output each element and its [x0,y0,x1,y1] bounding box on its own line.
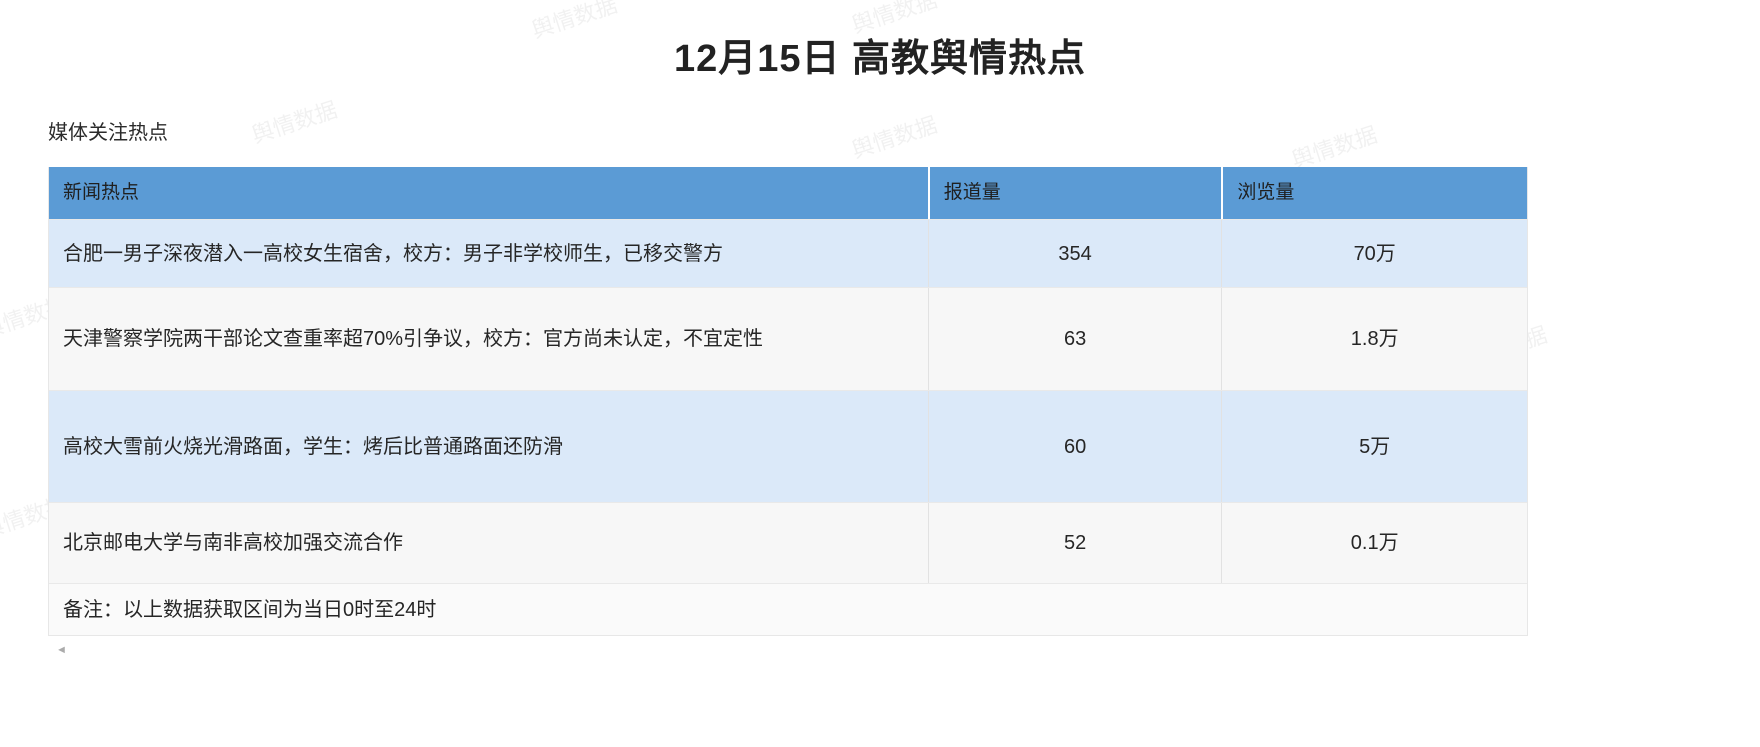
views-count-cell: 70万 [1221,220,1527,287]
page-title: 12月15日 高教舆情热点 [673,38,1087,80]
table-row: 天津警察学院两干部论文查重率超70%引争议，校方：官方尚未认定，不宜定性 63 … [49,287,1527,390]
report-page: 12月15日 高教舆情热点 媒体关注热点 新闻热点 报道量 浏览量 合肥一男子深… [48,38,1760,657]
news-title-cell: 高校大雪前火烧光滑路面，学生：烤后比普通路面还防滑 [63,435,563,458]
reports-count-cell: 354 [927,220,1222,287]
table-body: 合肥一男子深夜潜入一高校女生宿舍，校方：男子非学校师生，已移交警方 354 70… [49,219,1527,583]
reports-count-cell: 60 [927,391,1222,502]
column-header-news: 新闻热点 [63,182,140,203]
table-header-row: 新闻热点 报道量 浏览量 [49,167,1527,219]
table-row: 北京邮电大学与南非高校加强交流合作 52 0.1万 [49,502,1527,583]
section-title: 媒体关注热点 [48,122,168,144]
news-title-cell: 合肥一男子深夜潜入一高校女生宿舍，校方：男子非学校师生，已移交警方 [63,242,723,265]
reports-count-cell: 63 [927,288,1222,390]
views-count-cell: 5万 [1221,391,1527,502]
scrollbar-left-arrow-icon[interactable]: ◄ [56,643,67,656]
table-row: 高校大雪前火烧光滑路面，学生：烤后比普通路面还防滑 60 5万 [49,390,1527,502]
horizontal-scrollbar[interactable]: ◄ [56,643,1760,657]
footnote-text: 备注：以上数据获取区间为当日0时至24时 [63,598,437,621]
column-header-views: 浏览量 [1221,167,1527,219]
views-count-cell: 1.8万 [1221,288,1527,390]
column-header-reports: 报道量 [927,167,1222,219]
news-title-cell: 天津警察学院两干部论文查重率超70%引争议，校方：官方尚未认定，不宜定性 [63,328,764,350]
views-count-cell: 0.1万 [1221,503,1527,583]
news-table: 新闻热点 报道量 浏览量 合肥一男子深夜潜入一高校女生宿舍，校方：男子非学校师生… [48,167,1528,636]
table-row: 合肥一男子深夜潜入一高校女生宿舍，校方：男子非学校师生，已移交警方 354 70… [49,219,1527,287]
table-footnote-row: 备注：以上数据获取区间为当日0时至24时 [49,583,1527,635]
reports-count-cell: 52 [927,503,1222,583]
news-title-cell: 北京邮电大学与南非高校加强交流合作 [63,532,403,554]
